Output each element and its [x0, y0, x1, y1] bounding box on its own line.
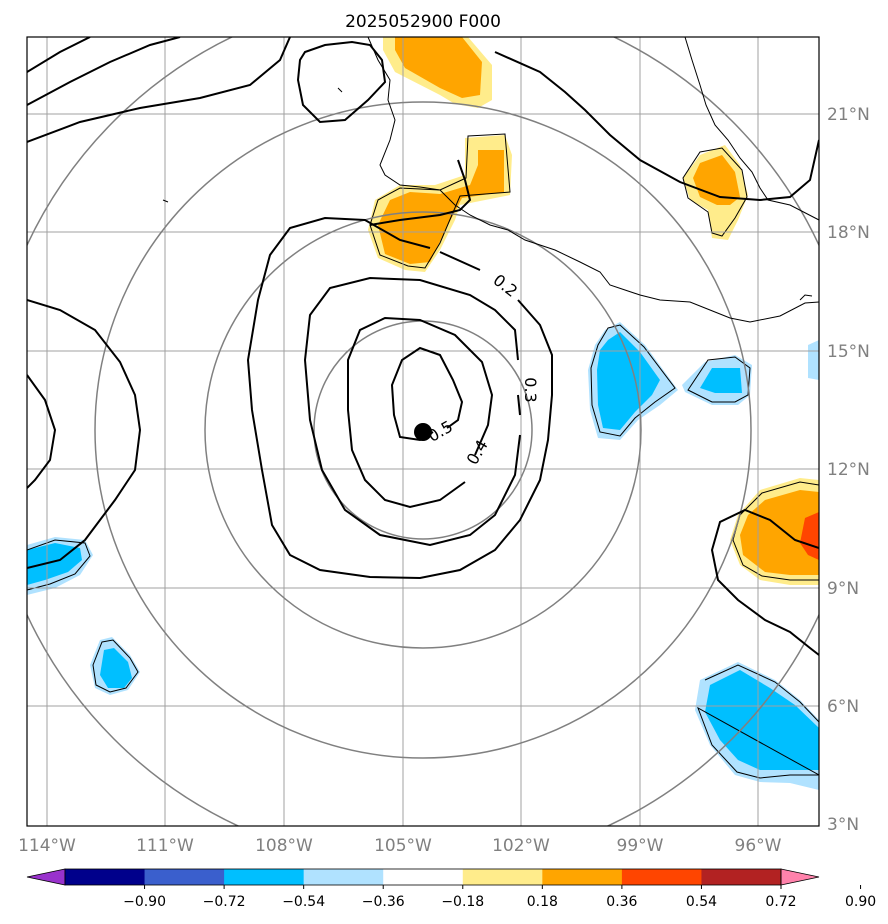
- colorbar-segment: [542, 869, 623, 885]
- colorbar-tick-label: −0.18: [441, 894, 484, 910]
- positive-area: [395, 37, 482, 98]
- contour-line: [494, 51, 819, 202]
- negative-area: [808, 340, 819, 380]
- contour-line: [27, 374, 57, 489]
- lon-label: 111°W: [136, 836, 194, 856]
- positive-area: [378, 150, 504, 264]
- lon-label: 96°W: [735, 836, 782, 856]
- contour-line: [27, 37, 291, 143]
- lon-label: 114°W: [18, 836, 76, 856]
- anomaly-outlines: [27, 133, 819, 779]
- negative-area: [705, 670, 819, 770]
- colorbar-tick-label: −0.90: [123, 894, 166, 910]
- colorbar-extend-max: [780, 868, 820, 886]
- contour-0.4: [347, 316, 494, 509]
- anomaly-outline: [732, 481, 819, 581]
- positive-area: [693, 155, 740, 205]
- contour-line: [27, 37, 91, 73]
- lon-label: 105°W: [374, 836, 432, 856]
- colorbar-segment: [621, 869, 702, 885]
- anomaly-outline: [697, 664, 819, 779]
- range-ring: [94, 101, 752, 759]
- colorbar-tick-label: 0.18: [527, 894, 558, 910]
- colorbar-segment: [701, 869, 782, 885]
- anomaly-outline: [27, 539, 91, 591]
- colorbar-tick-label: −0.36: [362, 894, 405, 910]
- anomaly-outline: [682, 147, 748, 237]
- negative-area: [597, 332, 660, 430]
- contour-line: [710, 508, 819, 656]
- colorbar-tick-label: 0.72: [765, 894, 796, 910]
- colorbar-tick-label: −0.72: [203, 894, 246, 910]
- contour-line: [296, 40, 387, 124]
- map-panel: 0.2 0.3 0.4 0.5: [26, 36, 820, 827]
- colorbar-tick-label: 0.90: [845, 894, 876, 910]
- coastlines: [162, 37, 819, 323]
- contour-lines: [27, 37, 819, 656]
- storm-center-marker: [414, 423, 432, 441]
- colorbar-tick-label: 0.36: [606, 894, 637, 910]
- anomaly-outline: [369, 133, 511, 269]
- contour-label: 0.3: [521, 377, 540, 402]
- colorbar-segment: [383, 869, 464, 885]
- lon-label: 102°W: [492, 836, 550, 856]
- lat-label: 21°N: [827, 105, 870, 125]
- lat-label: 12°N: [827, 460, 870, 480]
- colorbar-segment: [224, 869, 305, 885]
- contour-0.2: [246, 216, 553, 580]
- colorbar-segment: [462, 869, 543, 885]
- contour-0.3: [303, 276, 521, 547]
- center-contours: [246, 216, 553, 580]
- latitude-labels: 21°N 18°N 15°N 12°N 9°N 6°N 3°N: [827, 105, 870, 835]
- colorbar-tick-label: 0.54: [686, 894, 717, 910]
- colorbar-segment: [144, 869, 225, 885]
- contour-line: [27, 299, 142, 569]
- colorbar: −0.90 −0.72 −0.54 −0.36 −0.18 0.18 0.36 0.54 0.7…: [26, 868, 876, 910]
- contour-0.5: [390, 346, 464, 442]
- map-frame: [26, 36, 820, 827]
- lat-label: 18°N: [827, 223, 870, 243]
- negative-area: [100, 648, 132, 688]
- positive-area: [800, 512, 819, 560]
- anomaly-outline: [687, 356, 751, 403]
- coastline: [337, 87, 343, 93]
- anomaly-outline: [92, 639, 139, 693]
- negative-area: [700, 368, 742, 393]
- lon-label: 108°W: [255, 836, 313, 856]
- contour-line: [369, 159, 472, 226]
- coastline: [799, 294, 813, 301]
- lat-label: 15°N: [827, 342, 870, 362]
- coastline: [684, 37, 819, 221]
- longitude-labels: 114°W 111°W 108°W 105°W 102°W 99°W 96°W: [18, 836, 782, 856]
- coastline: [367, 37, 819, 323]
- gridlines: [27, 37, 819, 826]
- lat-label: 3°N: [827, 815, 859, 835]
- colorbar-segment: [303, 869, 384, 885]
- positive-area: [740, 490, 819, 575]
- lon-label: 99°W: [617, 836, 664, 856]
- positive-anomaly-areas: [368, 37, 819, 585]
- lat-label: 6°N: [827, 697, 859, 717]
- lat-label: 9°N: [827, 579, 859, 599]
- figure-title: 2025052900 F000: [345, 12, 501, 32]
- colorbar-tick-label: −0.54: [282, 894, 325, 910]
- range-ring: [204, 211, 642, 649]
- colorbar-extend-min: [26, 868, 66, 886]
- contour-line: [27, 37, 181, 106]
- colorbar-frame: [64, 868, 782, 886]
- colorbar-segment: [65, 869, 146, 885]
- coastline: [162, 199, 169, 203]
